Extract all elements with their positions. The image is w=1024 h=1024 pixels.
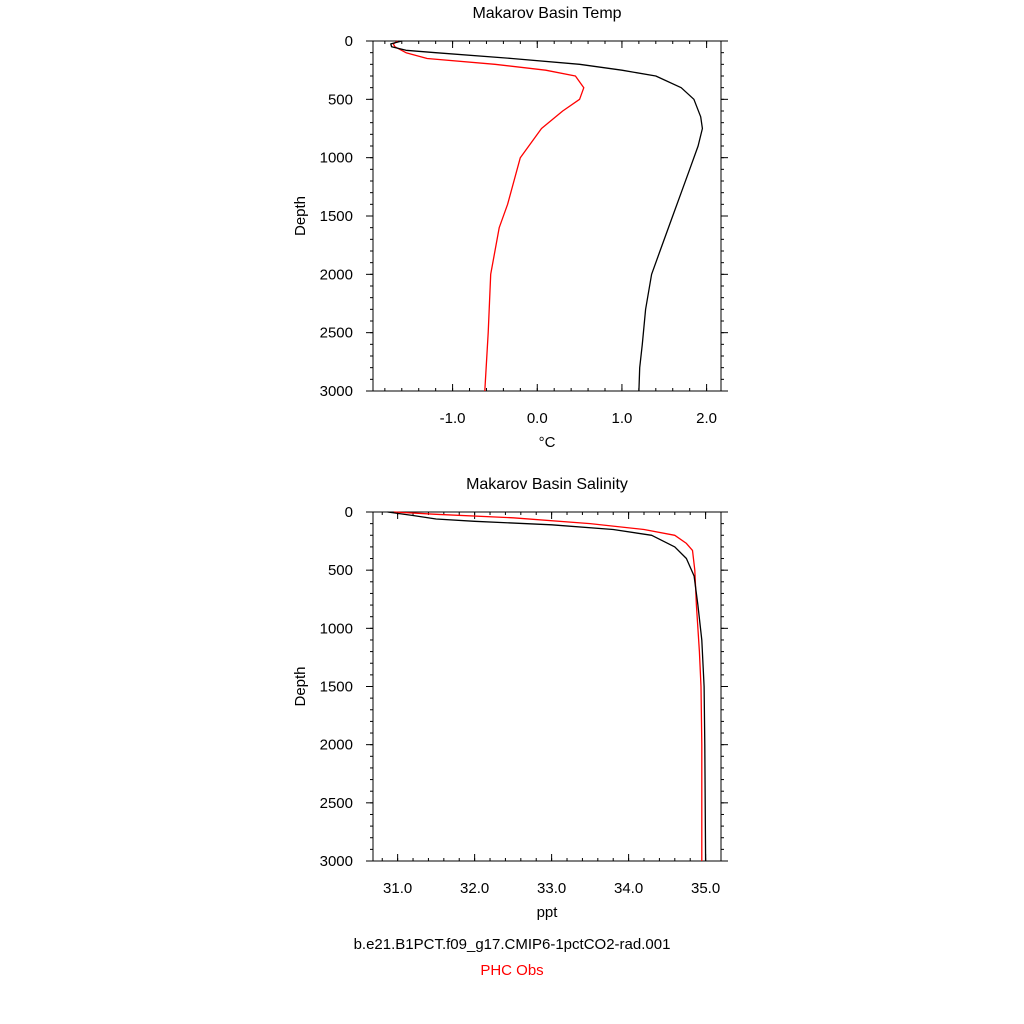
y-tick-label: 500 [328, 91, 353, 108]
y-axis-label: Depth [292, 196, 309, 236]
series-line-phc-obs [393, 511, 703, 861]
x-tick-label: 35.0 [691, 880, 720, 897]
chart-title: Makarov Basin Temp [472, 5, 621, 22]
y-tick-label: 1000 [320, 620, 353, 637]
x-tick-label: 0.0 [527, 410, 548, 427]
y-tick-label: 2500 [320, 325, 353, 342]
chart-title: Makarov Basin Salinity [466, 476, 628, 493]
y-tick-label: 0 [345, 504, 353, 521]
y-tick-label: 0 [345, 33, 353, 50]
x-tick-label: -1.0 [440, 410, 466, 427]
series-line-model [390, 40, 704, 392]
x-tick-label: 34.0 [614, 880, 643, 897]
y-tick-label: 1500 [320, 679, 353, 696]
y-tick-label: 1000 [320, 150, 353, 167]
x-tick-label: 31.0 [383, 880, 412, 897]
obs-caption: PHC Obs [480, 962, 544, 979]
y-tick-label: 2500 [320, 795, 353, 812]
y-tick-label: 3000 [320, 383, 353, 400]
chart-panel-1: -1.0 0.0 1.0 2.0 0 500 1000 1500 2000 2500 3000 Mak… [292, 5, 728, 451]
plot-frame [372, 511, 722, 862]
y-tick-label: 1500 [320, 208, 353, 225]
y-axis-label: Depth [292, 666, 309, 706]
x-axis-label: ppt [537, 904, 559, 921]
x-axis-label: °C [539, 434, 556, 451]
y-tick-label: 500 [328, 562, 353, 579]
x-tick-label: 2.0 [696, 410, 717, 427]
x-tick-label: 32.0 [460, 880, 489, 897]
y-tick-label: 2000 [320, 266, 353, 283]
x-tick-label: 1.0 [612, 410, 633, 427]
x-tick-label: 33.0 [537, 880, 566, 897]
series-line-phc-obs [392, 40, 585, 392]
plot-frame [372, 40, 722, 392]
series-line-model [387, 511, 707, 862]
chart-panel-2: 31.0 32.0 33.0 34.0 35.0 0 500 1000 1500 2000 2500… [292, 476, 728, 921]
model-caption: b.e21.B1PCT.f09_g17.CMIP6-1pctCO2-rad.00… [353, 936, 671, 953]
y-tick-label: 3000 [320, 853, 353, 870]
y-tick-label: 2000 [320, 737, 353, 754]
